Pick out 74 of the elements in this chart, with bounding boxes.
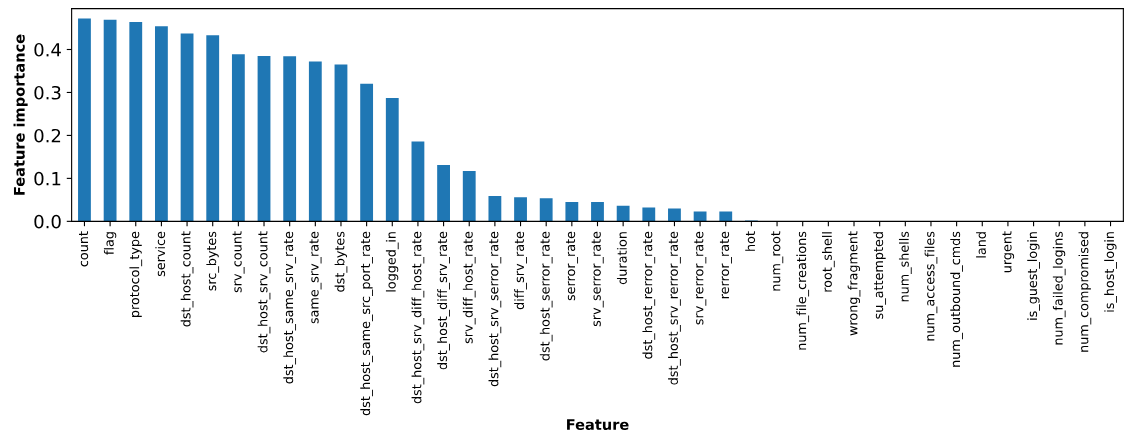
x-tick-label: is_guest_login (1027, 232, 1040, 320)
x-tick-label: serror_rate (566, 231, 579, 301)
x-tick-label: duration (616, 232, 627, 285)
x-tick-label: srv_diff_host_rate (462, 231, 476, 344)
x-tick-label: dst_bytes (334, 231, 348, 292)
x-tick-label: land (976, 232, 986, 258)
bar (180, 33, 194, 222)
bar (360, 83, 374, 222)
x-tick-label: dst_host_diff_srv_rate (437, 231, 450, 370)
x-tick-label: diff_srv_rate (514, 231, 527, 310)
x-tick-label: num_compromised (1078, 232, 1092, 352)
bar (155, 26, 168, 222)
bar (308, 61, 322, 222)
x-tick-label: protocol_type (129, 231, 143, 317)
x-tick-label: flag (103, 232, 117, 255)
x-tick-label: dst_host_srv_diff_host_rate (411, 231, 425, 404)
bar (462, 171, 476, 222)
bar (616, 205, 630, 222)
x-tick-label: num_root (771, 231, 784, 291)
x-tick-label: num_outbound_cmds (950, 231, 963, 367)
x-tick-label: is_host_login (1104, 232, 1117, 312)
x-tick-label: src_bytes (206, 231, 220, 291)
bar (539, 198, 553, 222)
x-tick-label: dst_host_same_src_port_rate (360, 231, 373, 416)
bar (206, 35, 220, 222)
bar (129, 22, 143, 222)
x-tick-label: srv_count (232, 231, 245, 293)
x-axis-title: Feature (567, 419, 629, 431)
bar (668, 208, 681, 222)
x-tick-label: num_shells (898, 231, 912, 302)
bar (283, 56, 297, 222)
bar (411, 141, 425, 222)
y-tick-label: 0.2 (34, 128, 61, 143)
x-tick-label: dst_host_srv_count (257, 231, 271, 353)
bar (565, 202, 579, 222)
x-tick-label: logged_in (385, 232, 399, 292)
x-tick-label: su_attempted (873, 232, 887, 319)
x-tick-label: hot (745, 231, 756, 251)
x-tick-label: dst_host_srv_serror_rate (488, 231, 502, 387)
x-tick-label: dst_host_rerror_rate (642, 231, 656, 359)
x-tick-label: num_file_creations (796, 231, 810, 350)
x-tick-label: same_srv_rate (309, 231, 322, 324)
x-tick-label: dst_host_srv_rerror_rate (668, 231, 681, 385)
x-tick-label: srv_rerror_rate (694, 231, 707, 325)
bar (591, 202, 604, 222)
x-tick-label: rerror_rate (719, 231, 732, 299)
bar (488, 195, 502, 222)
bar (103, 19, 117, 222)
bar (257, 55, 271, 222)
bar (693, 211, 707, 222)
x-tick-label: root_shell (822, 232, 835, 292)
bar (78, 18, 91, 222)
bar (385, 98, 399, 222)
bar (437, 165, 450, 222)
y-tick-label: 0.0 (34, 214, 61, 229)
bar (514, 197, 527, 222)
x-tick-label: wrong_fragment (847, 231, 861, 336)
y-tick-label: 0.4 (34, 42, 61, 57)
x-tick-label: count (79, 231, 89, 267)
x-tick-label: srv_serror_rate (591, 231, 604, 327)
y-tick-label: 0.1 (34, 171, 61, 186)
y-axis-title: Feature importance (13, 34, 28, 195)
x-tick-label: num_access_files (924, 231, 938, 341)
bar (334, 64, 348, 222)
x-tick-label: service (155, 231, 166, 277)
x-tick-label: urgent (1002, 231, 1015, 273)
bar (719, 211, 733, 222)
y-tick-label: 0.3 (34, 85, 61, 100)
x-tick-label: dst_host_count (180, 231, 194, 327)
x-tick-label: dst_host_same_srv_rate (283, 231, 297, 384)
bar (231, 54, 245, 222)
x-tick-label: num_failed_logins (1052, 231, 1066, 345)
bar (642, 207, 656, 222)
x-tick-label: dst_host_serror_rate (539, 231, 553, 361)
